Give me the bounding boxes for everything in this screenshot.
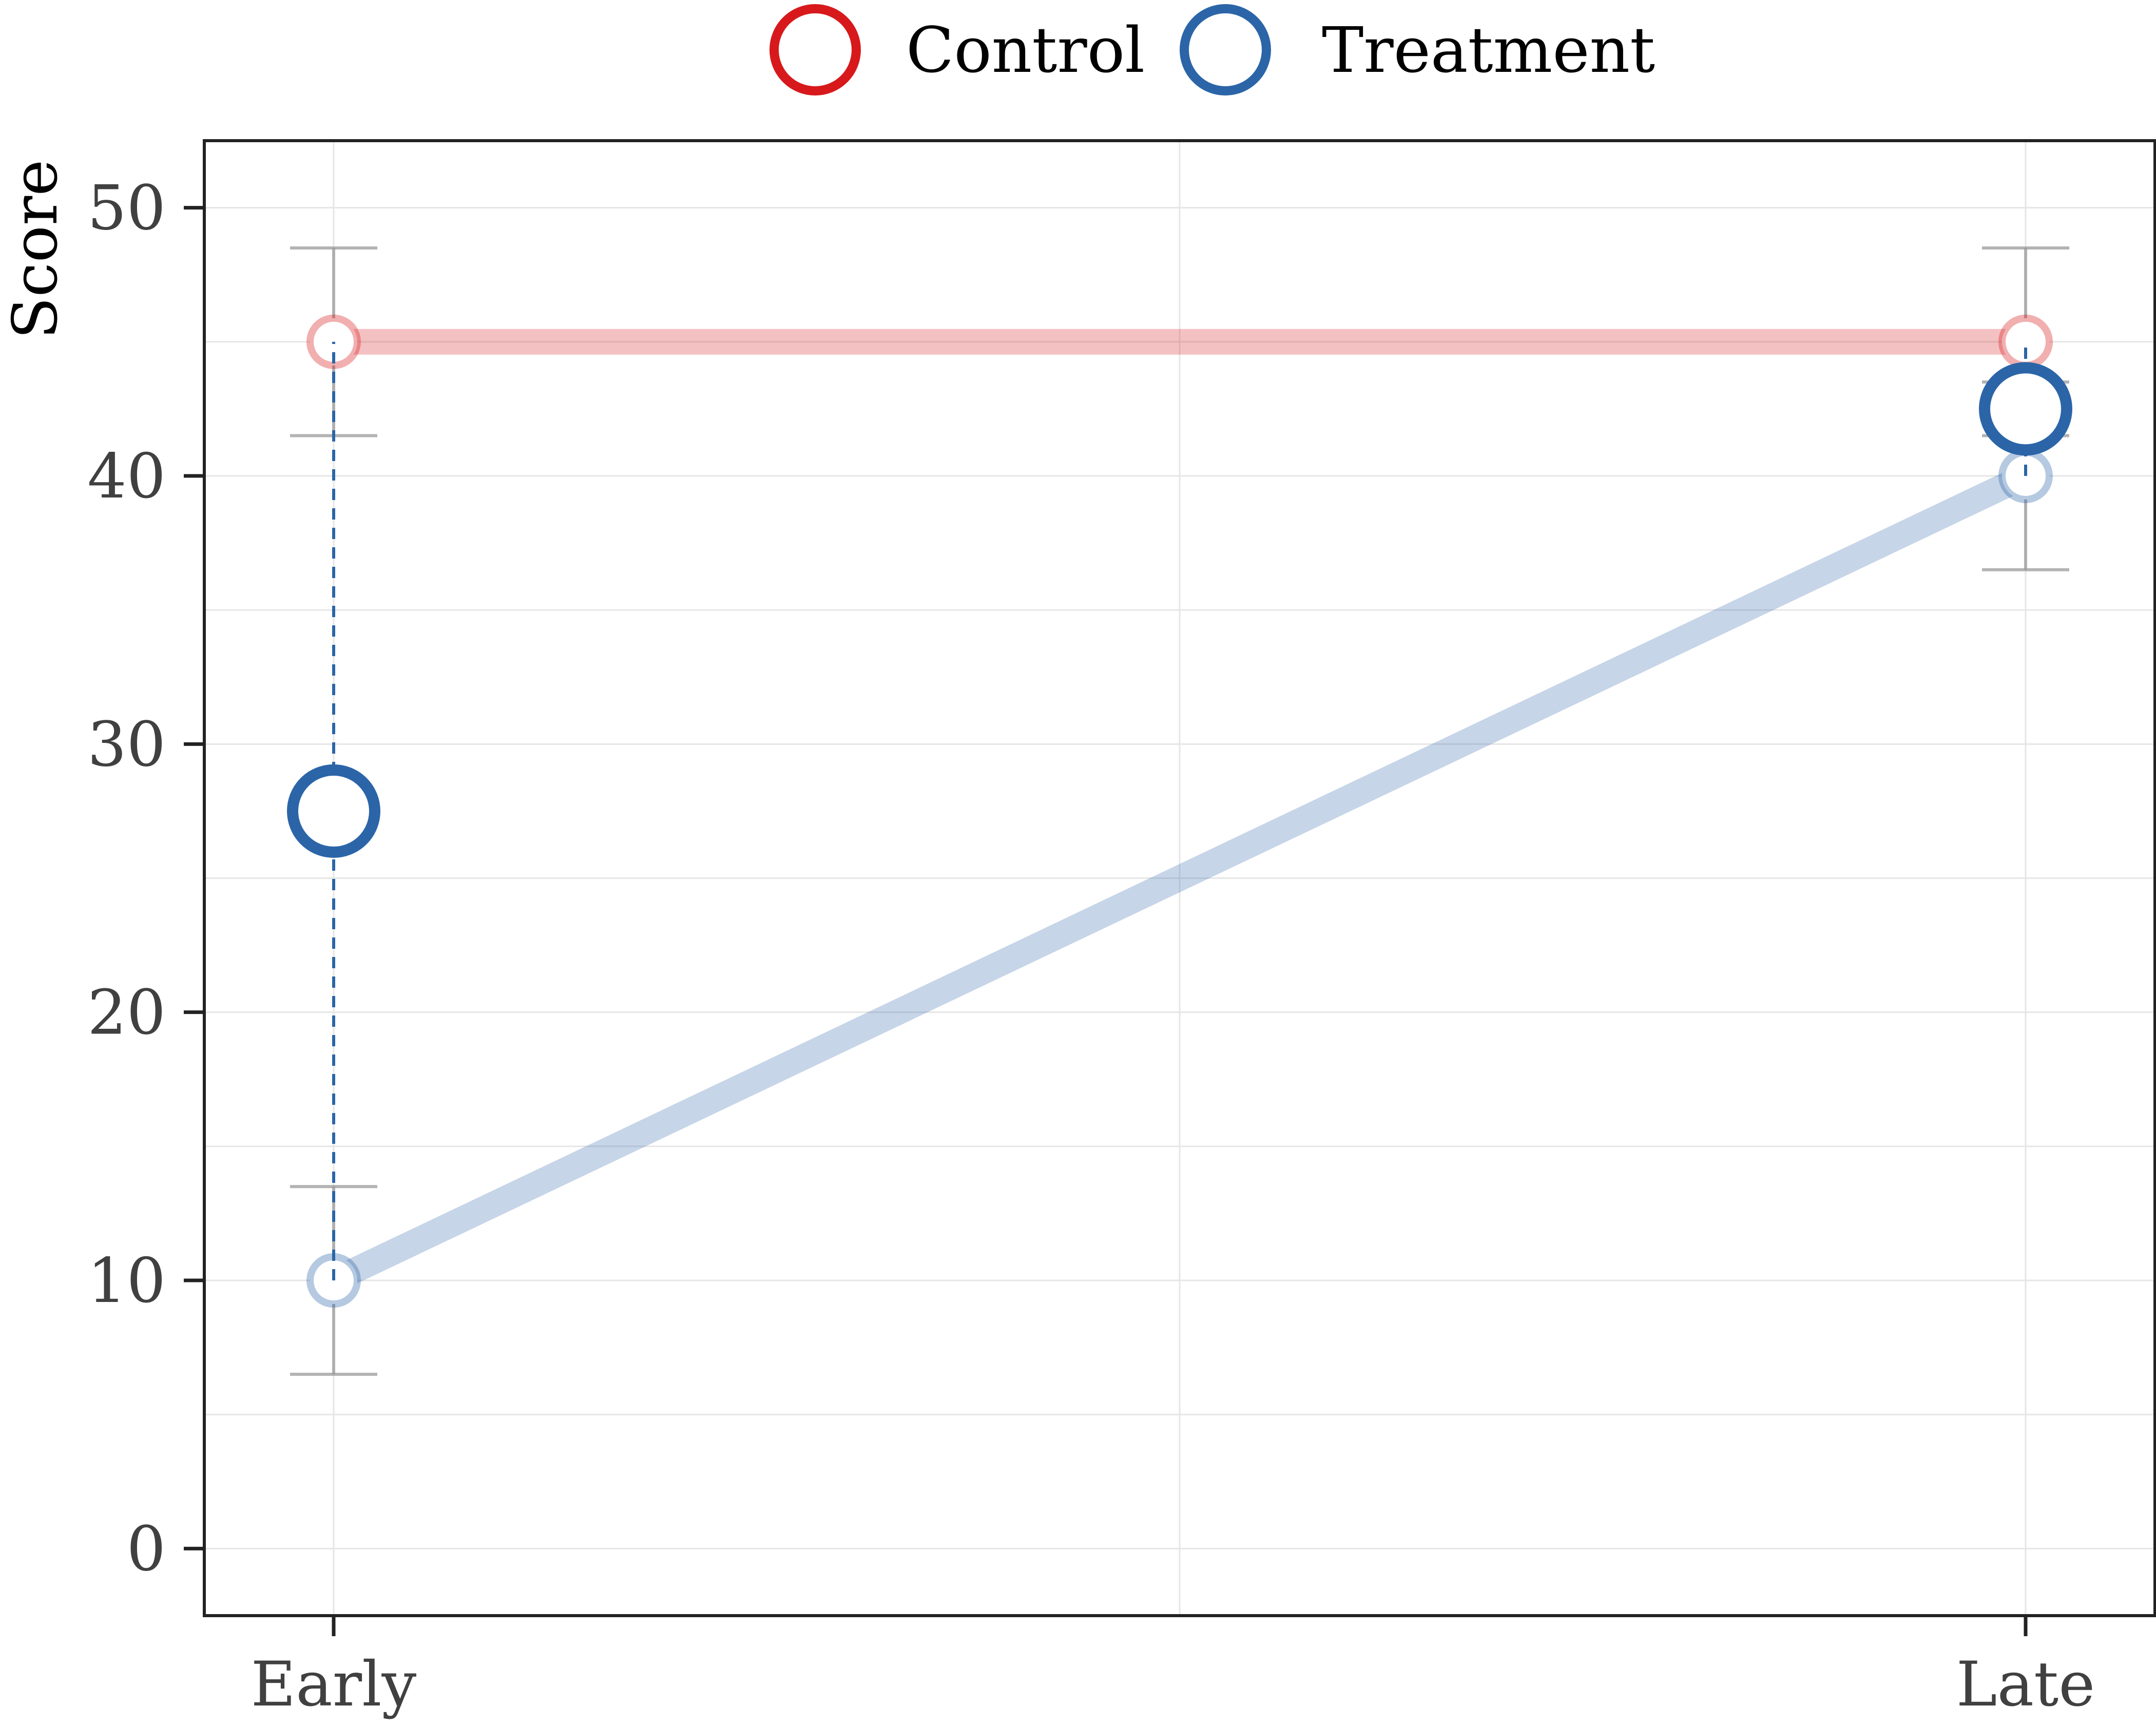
points <box>287 314 2072 1308</box>
y-tick-label: 0 <box>127 1513 166 1585</box>
y-tick-label: 40 <box>87 441 166 512</box>
series-lines <box>328 329 2031 1292</box>
highlight-point-treatment <box>1979 362 2072 456</box>
legend-marker-control <box>769 4 861 95</box>
y-tick-label: 30 <box>87 709 166 780</box>
plot-frame <box>203 139 2156 1617</box>
highlight-point-treatment <box>287 764 380 858</box>
legend-label-control: Control <box>906 14 1145 87</box>
y-tick-label: 50 <box>87 173 166 244</box>
y-tick-label: 10 <box>87 1245 166 1317</box>
x-axis: Early Late <box>251 1616 2095 1720</box>
x-tick-label: Early <box>251 1649 417 1720</box>
y-tick-label: 20 <box>87 977 166 1049</box>
x-tick-label: Late <box>1956 1649 2095 1720</box>
legend-label-treatment: Treatment <box>1322 14 1655 87</box>
series-line-treatment <box>328 464 2031 1292</box>
y-axis-title: Score <box>0 160 71 339</box>
legend: Control Treatment <box>769 4 1655 95</box>
legend-marker-treatment <box>1180 4 1271 95</box>
y-axis: 0 10 20 30 40 50 <box>87 173 204 1585</box>
